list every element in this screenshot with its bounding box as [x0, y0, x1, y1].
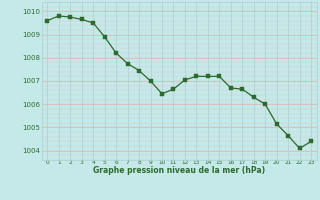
X-axis label: Graphe pression niveau de la mer (hPa): Graphe pression niveau de la mer (hPa)	[93, 166, 265, 175]
